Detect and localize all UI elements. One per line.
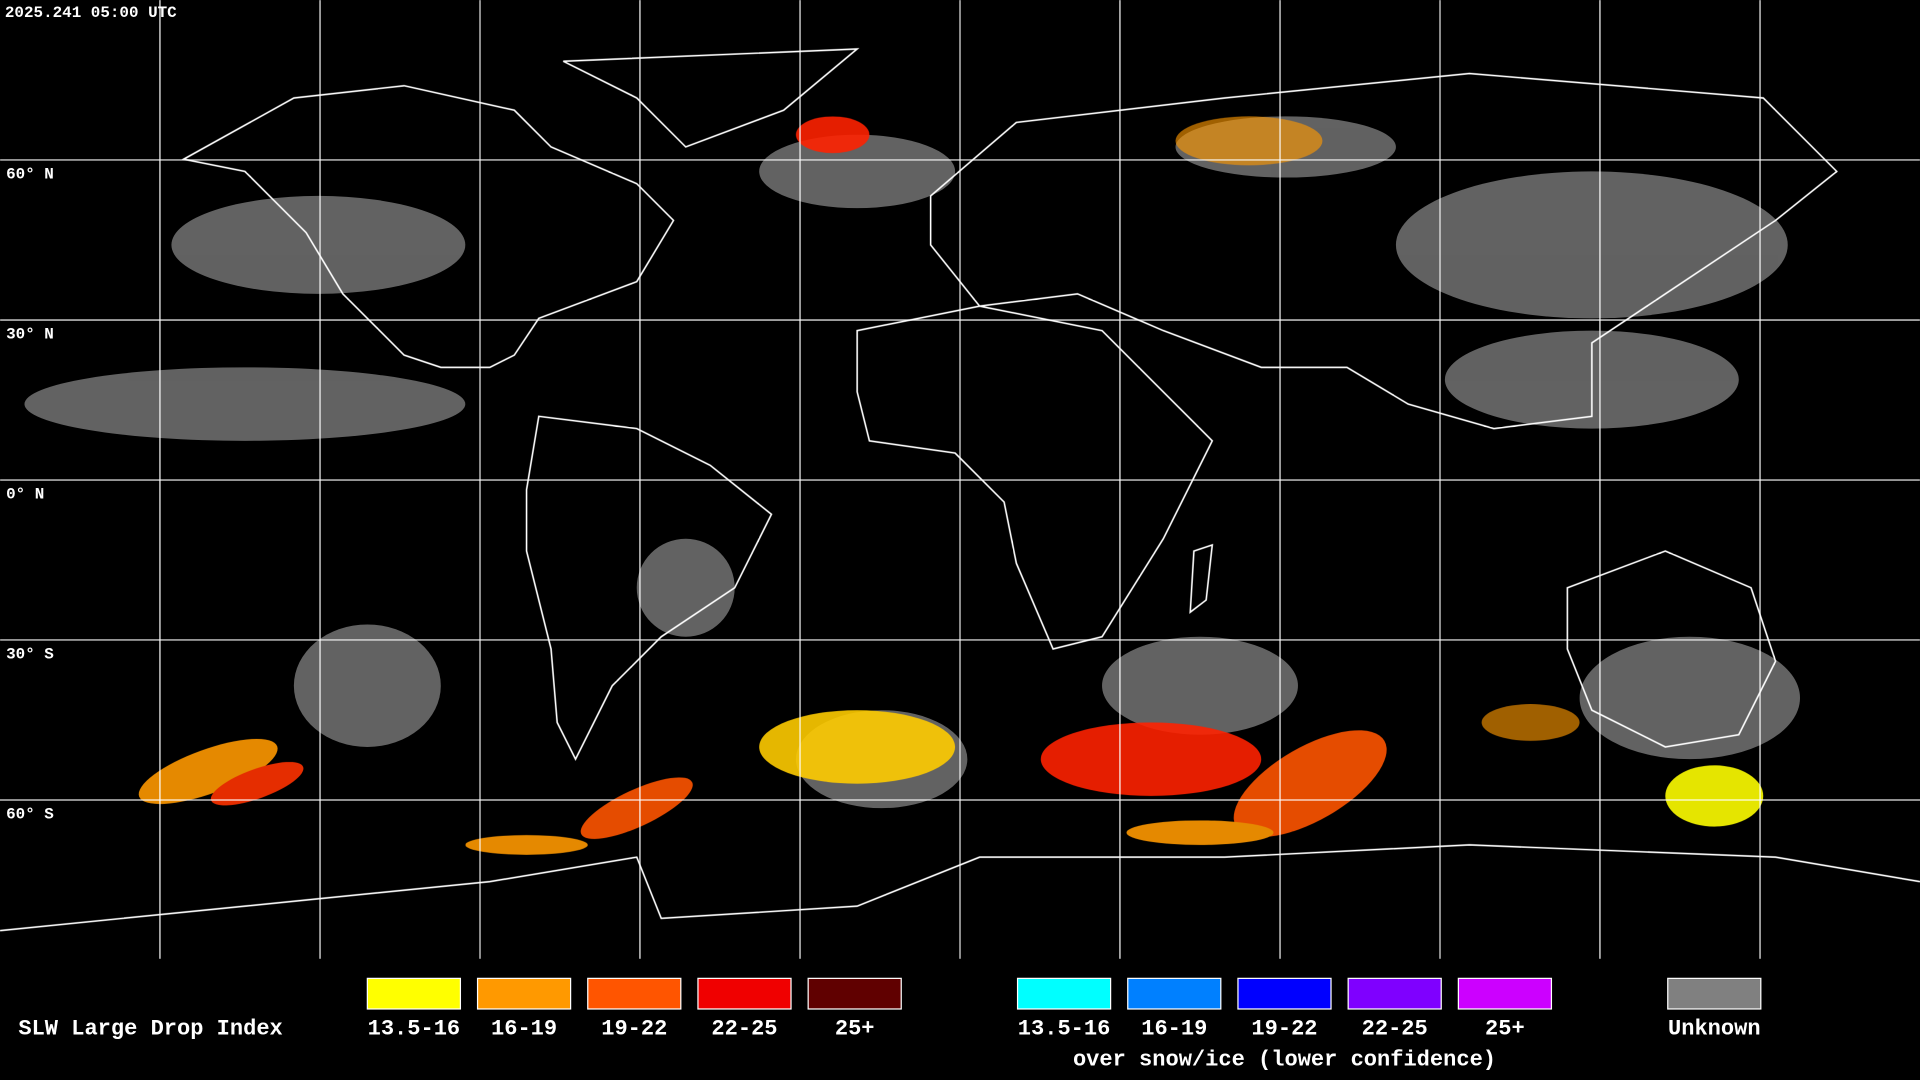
- legend-swatch: [587, 977, 682, 1010]
- latitude-label: 60° S: [6, 805, 54, 823]
- legend-swatch: [476, 977, 572, 1010]
- legend-panel: [0, 958, 1920, 1080]
- latitude-label: 60° N: [6, 165, 54, 183]
- latitude-label: 30° N: [6, 325, 54, 343]
- legend-swatch: [1127, 977, 1222, 1010]
- legend-label: Unknown: [1668, 1017, 1761, 1042]
- coastlines: [0, 48, 1920, 932]
- legend-label: 22-25: [711, 1017, 777, 1042]
- legend-label: 25+: [1485, 1017, 1525, 1042]
- legend-label: 19-22: [601, 1017, 667, 1042]
- legend-label: 13.5-16: [368, 1017, 461, 1042]
- legend-swatch: [807, 977, 902, 1010]
- legend-swatch: [1457, 977, 1553, 1010]
- legend-label: 16-19: [1141, 1017, 1207, 1042]
- legend-swatch: [1237, 977, 1332, 1010]
- legend-label: 13.5-16: [1018, 1017, 1111, 1042]
- legend-swatch: [1347, 977, 1442, 1010]
- legend-swatch: [697, 977, 792, 1010]
- legend-title: SLW Large Drop Index: [18, 1017, 282, 1042]
- snow-ice-note: over snow/ice (lower confidence): [1073, 1047, 1496, 1072]
- graticule: [0, 0, 1920, 960]
- latitude-label: 0° N: [6, 485, 44, 503]
- latitude-labels: 60° N 30° N 0° N 30° S 60° S: [6, 165, 54, 823]
- legend-swatch: [366, 977, 462, 1010]
- cloud-field: [24, 116, 1800, 855]
- legend-label: 19-22: [1251, 1017, 1317, 1042]
- latitude-label: 30° S: [6, 645, 54, 663]
- legend-swatch: [1016, 977, 1112, 1010]
- legend-label: 16-19: [491, 1017, 557, 1042]
- timestamp: 2025.241 05:00 UTC: [5, 4, 177, 22]
- legend: 13.5-16 16-19 19-22 22-25 25+ 13.5-16 16-19 19-…: [366, 977, 1762, 1042]
- legend-label: 22-25: [1362, 1017, 1428, 1042]
- legend-label: 25+: [835, 1017, 875, 1042]
- legend-swatch: [1667, 977, 1762, 1010]
